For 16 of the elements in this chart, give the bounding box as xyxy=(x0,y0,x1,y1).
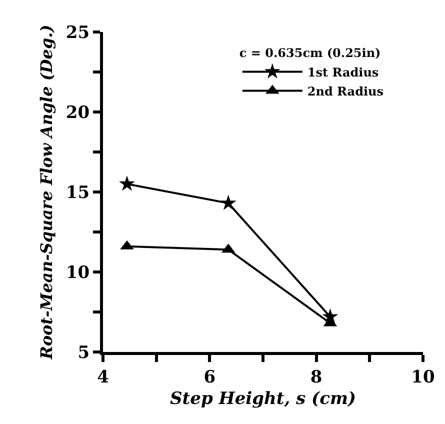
y-tick-label: 25 xyxy=(66,22,90,43)
x-tick-label: 8 xyxy=(310,367,322,388)
x-axis-title: Step Height, s (cm) xyxy=(170,388,356,409)
y-axis-title: Root-Mean-Square Flow Angle (Deg.) xyxy=(36,24,56,360)
y-tick-label: 5 xyxy=(78,342,90,363)
x-tick-label: 4 xyxy=(97,367,110,388)
x-tick-label: 6 xyxy=(204,367,216,388)
legend-label: 2nd Radius xyxy=(307,84,384,98)
y-tick-label: 20 xyxy=(66,102,90,123)
legend-title: c = 0.635cm (0.25in) xyxy=(239,46,381,60)
y-tick-label: 15 xyxy=(66,182,90,203)
point xyxy=(119,176,135,191)
x-tick-label: 10 xyxy=(411,367,435,388)
point xyxy=(220,194,236,210)
y-tick-label: 10 xyxy=(66,262,90,283)
legend-label: 1st Radius xyxy=(307,65,379,80)
